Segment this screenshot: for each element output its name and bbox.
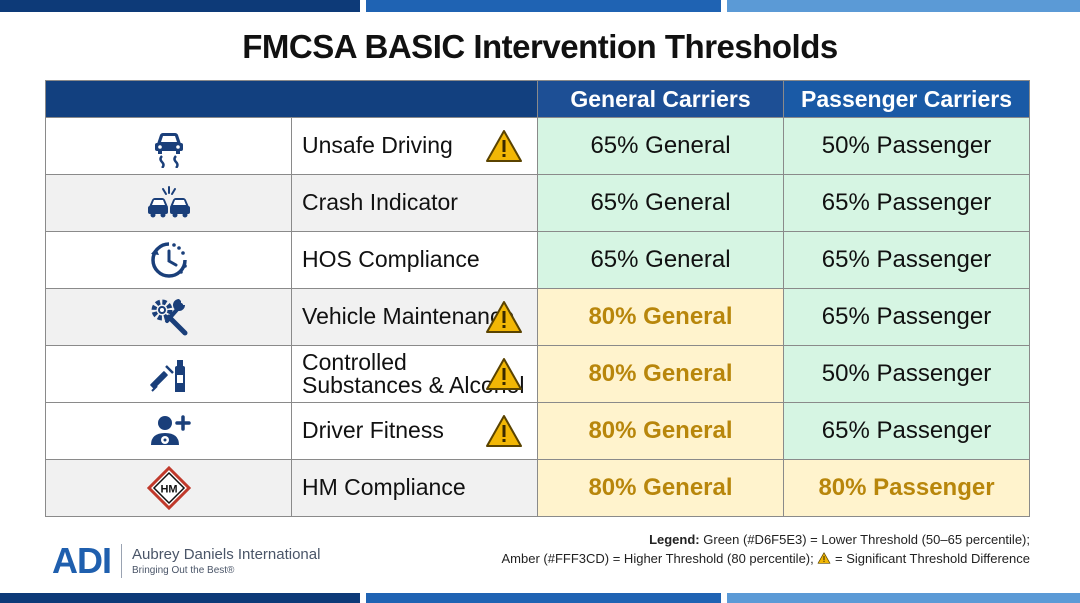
basic-category-label: HOS Compliance	[302, 246, 480, 272]
row-icon-cell	[45, 174, 292, 232]
warning-triangle-icon	[486, 358, 522, 390]
brand-logo: ADI Aubrey Daniels International Bringin…	[52, 540, 320, 582]
general-threshold-cell: 65% General	[537, 174, 784, 232]
passenger-threshold-cell: 65% Passenger	[783, 174, 1030, 232]
legend-line-1: Legend: Green (#D6F5E3) = Lower Threshol…	[502, 530, 1030, 549]
row-label-cell: Crash Indicator	[291, 174, 538, 232]
passenger-threshold-cell: 50% Passenger	[783, 345, 1030, 403]
basic-category-label: Controlled Substances & Alcohol	[302, 348, 525, 398]
thresholds-table: General Carriers Passenger Carriers Unsa…	[45, 80, 1030, 517]
general-threshold-cell: 80% General	[537, 459, 784, 517]
brand-text: Aubrey Daniels International Bringing Ou…	[132, 546, 320, 576]
basic-category-label: Unsafe Driving	[302, 132, 453, 158]
bottom-accent-bar	[0, 593, 1080, 603]
legend-green-text: Green (#D6F5E3) = Lower Threshold (50–65…	[703, 532, 1030, 547]
header-general-carriers: General Carriers	[537, 80, 784, 118]
general-threshold-cell: 65% General	[537, 231, 784, 289]
passenger-threshold-cell: 65% Passenger	[783, 231, 1030, 289]
legend-line-2: Amber (#FFF3CD) = Higher Threshold (80 p…	[502, 549, 1031, 568]
clock-history-icon	[147, 238, 191, 282]
table-row: Vehicle Maintenance 80% General 65% Passen…	[45, 288, 1030, 346]
slippery-road-car-icon	[147, 124, 191, 169]
table-header-row: General Carriers Passenger Carriers	[45, 80, 1030, 118]
legend-warning-text: = Significant Threshold Difference	[835, 551, 1030, 566]
row-label-cell: Driver Fitness	[291, 402, 538, 460]
top-accent-bar	[0, 0, 1080, 12]
basic-category-label: Crash Indicator	[302, 189, 458, 215]
header-passenger-carriers: Passenger Carriers	[783, 80, 1030, 118]
basic-category-label: Driver Fitness	[302, 417, 444, 443]
general-threshold-cell: 65% General	[537, 117, 784, 175]
passenger-threshold-cell: 65% Passenger	[783, 288, 1030, 346]
general-threshold-cell: 80% General	[537, 288, 784, 346]
general-threshold-cell: 80% General	[537, 402, 784, 460]
brand-mark: ADI	[52, 540, 112, 581]
warning-triangle-icon	[486, 415, 522, 447]
table-row: Controlled Substances & Alcohol 80% Gener…	[45, 345, 1030, 403]
passenger-threshold-cell: 65% Passenger	[783, 402, 1030, 460]
row-label-cell: Unsafe Driving	[291, 117, 538, 175]
row-icon-cell	[45, 231, 292, 289]
row-icon-cell	[45, 117, 292, 175]
warning-triangle-icon	[818, 552, 831, 564]
warning-triangle-icon	[486, 130, 522, 162]
general-threshold-cell: 80% General	[537, 345, 784, 403]
brand-divider	[121, 544, 122, 578]
syringe-bottle-icon	[147, 352, 191, 396]
legend-amber-text: Amber (#FFF3CD) = Higher Threshold (80 p…	[501, 551, 814, 566]
table-row: Unsafe Driving 65% General 50% Passenger	[45, 117, 1030, 175]
hazmat-placard-text: HM	[160, 484, 177, 496]
row-label-cell: HOS Compliance	[291, 231, 538, 289]
brand-name: Aubrey Daniels International	[132, 546, 321, 563]
page-title: FMCSA BASIC Intervention Thresholds	[242, 28, 838, 65]
row-icon-cell	[45, 345, 292, 403]
table-row: HM HM Compliance 80% General 80% Passenger	[45, 459, 1030, 517]
table-row: HOS Compliance 65% General 65% Passenger	[45, 231, 1030, 289]
header-category	[45, 80, 538, 118]
warning-triangle-icon	[486, 301, 522, 333]
table-row: Driver Fitness 80% General 65% Passenger	[45, 402, 1030, 460]
row-icon-cell: HM	[45, 459, 292, 517]
row-label-cell: Controlled Substances & Alcohol	[291, 345, 538, 403]
legend-label: Legend:	[649, 532, 700, 547]
passenger-threshold-cell: 50% Passenger	[783, 117, 1030, 175]
row-icon-cell	[45, 402, 292, 460]
row-icon-cell	[45, 288, 292, 346]
basic-category-label: Vehicle Maintenance	[302, 303, 515, 329]
user-plus-icon	[147, 409, 191, 453]
brand-tagline: Bringing Out the Best®	[132, 565, 235, 576]
row-label-cell: Vehicle Maintenance	[291, 288, 538, 346]
car-crash-icon	[147, 181, 191, 225]
basic-category-label: HM Compliance	[302, 474, 466, 500]
table-row: Crash Indicator 65% General 65% Passenger	[45, 174, 1030, 232]
passenger-threshold-cell: 80% Passenger	[783, 459, 1030, 517]
row-label-cell: HM Compliance	[291, 459, 538, 517]
tools-gear-icon	[147, 295, 191, 339]
legend: Legend: Green (#D6F5E3) = Lower Threshol…	[502, 530, 1031, 568]
hazmat-placard-icon: HM	[146, 465, 191, 511]
